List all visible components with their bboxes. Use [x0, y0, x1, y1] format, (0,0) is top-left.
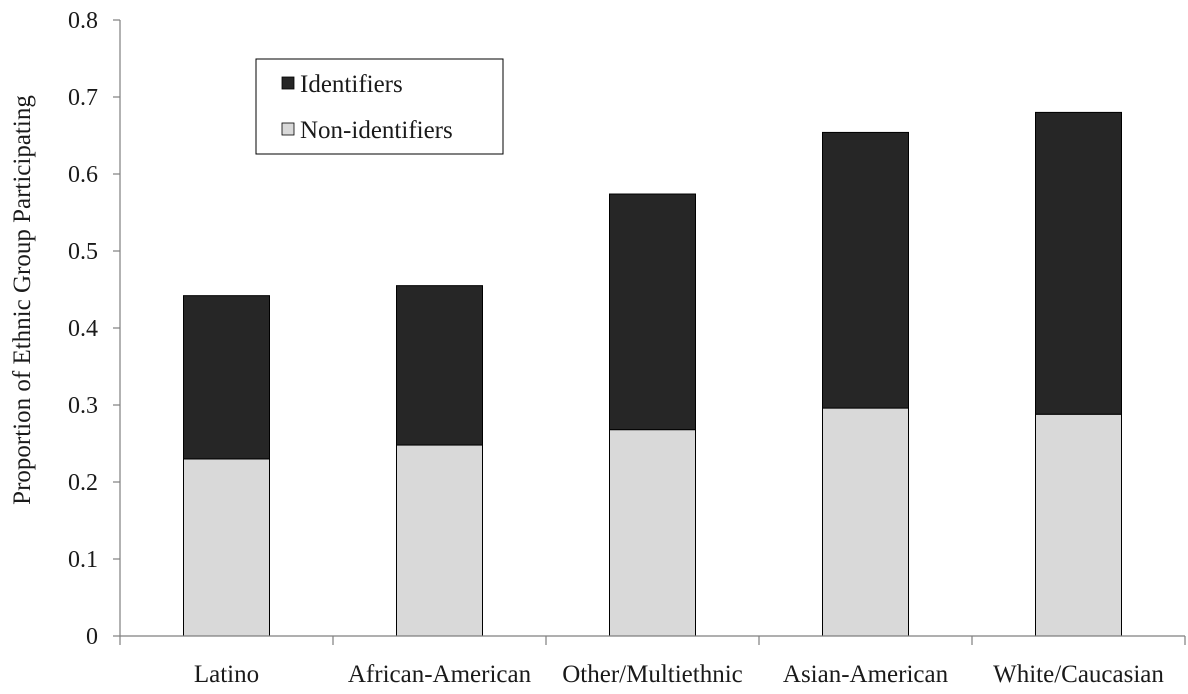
y-tick-label: 0 [86, 624, 98, 650]
y-tick-labels: 0 0.1 0.2 0.3 0.4 0.5 0.6 0.7 0.8 [68, 8, 98, 650]
y-tick-label: 0.2 [68, 470, 98, 496]
bar-non-identifiers-other-multiethnic [609, 429, 696, 637]
y-tick-label: 0.7 [68, 85, 98, 111]
y-axis-label: Proportion of Ethnic Group Participating [9, 95, 36, 505]
legend-swatch-non-identifiers [281, 122, 295, 136]
legend-swatch-identifiers [281, 76, 295, 90]
x-category-label: Asian-American [783, 661, 949, 688]
x-category-label: Latino [194, 661, 259, 688]
bar-non-identifiers-latino [183, 458, 270, 637]
legend-label-non-identifiers: Non-identifiers [300, 117, 453, 144]
y-tick-label: 0.3 [68, 393, 98, 419]
bar-identifiers-other-multiethnic [609, 193, 696, 431]
y-tick-label: 0.1 [68, 547, 98, 573]
legend: Identifiers Non-identifiers [255, 58, 504, 155]
axes-layer [113, 19, 1186, 645]
bar-identifiers-latino [183, 295, 270, 460]
x-category-label: White/Caucasian [993, 661, 1164, 688]
x-category-labels: Latino African-American Other/Multiethnic A… [194, 661, 1165, 688]
bar-identifiers-african-american [396, 285, 483, 446]
x-category-label: Other/Multiethnic [562, 661, 743, 688]
bar-identifiers-white-caucasian [1035, 111, 1122, 415]
legend-box [255, 58, 504, 155]
y-tick-label: 0.5 [68, 239, 98, 265]
y-tick-label: 0.6 [68, 162, 98, 188]
y-tick-label: 0.4 [68, 316, 98, 342]
bar-non-identifiers-asian-american [822, 407, 909, 637]
bar-non-identifiers-african-american [396, 444, 483, 637]
y-tick-label: 0.8 [68, 8, 98, 34]
bar-identifiers-asian-american [822, 131, 909, 409]
bar-non-identifiers-white-caucasian [1035, 413, 1122, 637]
x-category-label: African-American [348, 661, 532, 688]
bars-layer [183, 111, 1122, 637]
legend-label-identifiers: Identifiers [300, 71, 403, 98]
